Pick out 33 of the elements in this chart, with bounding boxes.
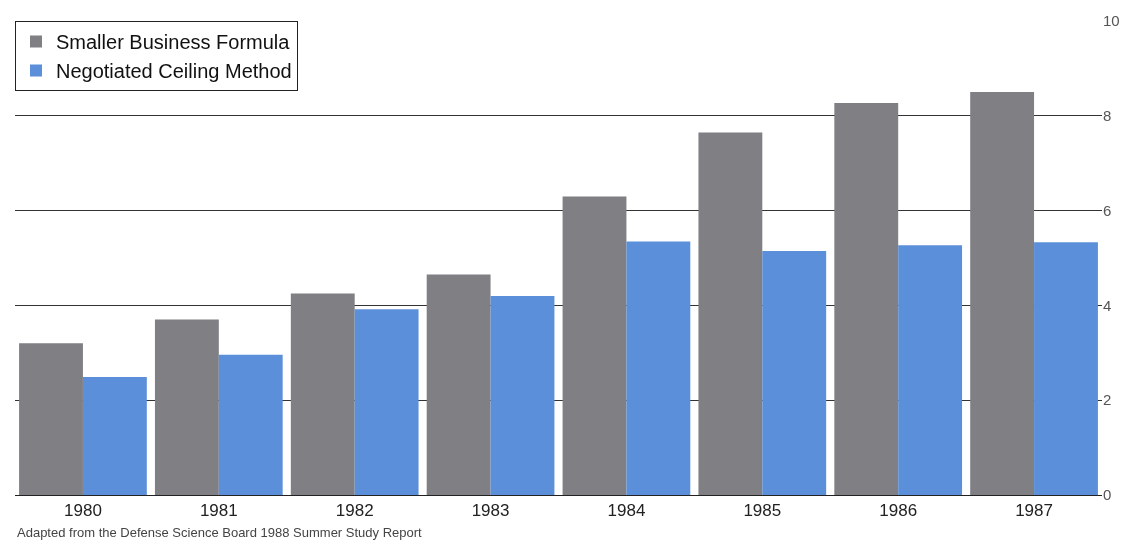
legend-label: Negotiated Ceiling Method	[56, 60, 292, 83]
x-tick-label: 1982	[335, 501, 374, 521]
y-tick-label: 0	[1103, 486, 1112, 504]
bar	[626, 241, 691, 495]
bar	[19, 343, 83, 495]
y-tick-label: 6	[1103, 201, 1112, 219]
x-tick-label: 1980	[64, 501, 102, 521]
y-tick-label: 2	[1103, 391, 1112, 409]
legend-label: Smaller Business Formula	[56, 31, 291, 54]
x-tick-label: 1987	[1015, 501, 1053, 521]
x-tick-label: 1986	[879, 501, 918, 521]
bar	[834, 103, 899, 495]
x-tick-label: 1984	[607, 501, 646, 521]
bar	[762, 250, 827, 495]
bar	[82, 376, 147, 495]
bar	[426, 274, 491, 495]
bar	[898, 245, 963, 495]
y-tick-label: 4	[1103, 296, 1112, 314]
bar	[490, 295, 555, 495]
bar	[354, 309, 419, 495]
x-tick-label: 1983	[471, 501, 510, 521]
bar	[218, 354, 283, 495]
y-tick-label: 8	[1103, 107, 1112, 125]
bar	[970, 92, 1035, 495]
text: Adapted from the Defense Science Board 1988 Summer Study Report	[17, 525, 423, 540]
bar	[154, 319, 219, 495]
x-tick-label: 1981	[199, 501, 238, 521]
bar	[562, 196, 627, 495]
y-tick-label: 10	[1103, 12, 1120, 30]
bar	[698, 132, 763, 495]
bar	[1034, 242, 1098, 495]
bar	[290, 293, 355, 495]
x-tick-label: 1985	[743, 501, 782, 521]
